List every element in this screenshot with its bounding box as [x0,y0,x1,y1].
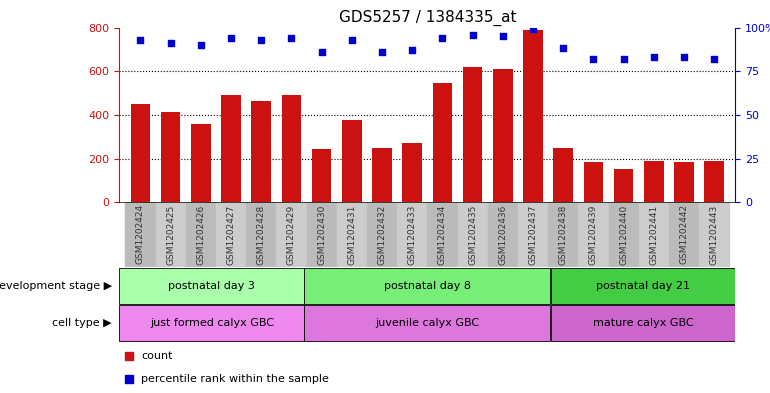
Bar [403,143,422,202]
Bar [608,202,639,267]
Text: development stage ▶: development stage ▶ [0,281,112,291]
Bar [161,112,180,202]
Bar [186,202,216,267]
Text: GSM1202432: GSM1202432 [377,204,387,264]
Text: GSM1202430: GSM1202430 [317,204,326,265]
Text: GSM1202429: GSM1202429 [287,204,296,264]
Point [286,35,298,41]
Bar [463,67,483,202]
Text: percentile rank within the sample: percentile rank within the sample [141,374,329,384]
Bar [372,148,392,202]
Point [346,37,358,43]
Bar [669,202,699,267]
Bar [699,202,729,267]
Point [648,54,660,61]
Bar [282,95,301,202]
Bar [493,69,513,202]
Text: just formed calyx GBC: just formed calyx GBC [149,318,274,328]
Bar [518,202,548,267]
Point [497,33,509,39]
Text: GSM1202442: GSM1202442 [679,204,688,264]
Point [255,37,267,43]
Bar [252,101,271,202]
Text: postnatal day 21: postnatal day 21 [596,281,690,291]
Point [195,42,207,48]
Point [122,376,135,382]
Text: postnatal day 3: postnatal day 3 [169,281,255,291]
Bar [584,162,603,202]
Bar [554,148,573,202]
Bar [304,305,550,341]
Point [134,37,146,43]
Title: GDS5257 / 1384335_at: GDS5257 / 1384335_at [339,10,516,26]
Text: GSM1202436: GSM1202436 [498,204,507,265]
Point [618,56,630,62]
Text: GSM1202424: GSM1202424 [136,204,145,264]
Point [467,31,479,38]
Text: juvenile calyx GBC: juvenile calyx GBC [375,318,480,328]
Text: mature calyx GBC: mature calyx GBC [593,318,693,328]
Bar [614,169,634,202]
Bar [397,202,427,267]
Text: GSM1202434: GSM1202434 [438,204,447,264]
Bar [126,202,156,267]
Bar [427,202,457,267]
Text: GSM1202431: GSM1202431 [347,204,357,265]
Bar [156,202,186,267]
Text: GSM1202441: GSM1202441 [649,204,658,264]
Point [316,49,328,55]
Bar [119,305,303,341]
Bar [304,268,550,304]
Bar [306,202,336,267]
Bar [675,162,694,202]
Text: GSM1202438: GSM1202438 [559,204,567,265]
Text: GSM1202427: GSM1202427 [226,204,236,264]
Text: GSM1202440: GSM1202440 [619,204,628,264]
Point [122,353,135,359]
Bar [639,202,669,267]
Bar [342,120,362,202]
Bar [644,161,664,202]
Bar [524,30,543,202]
Point [588,56,600,62]
Bar [433,83,452,202]
Bar [551,305,735,341]
Text: GSM1202437: GSM1202437 [528,204,537,265]
Point [225,35,237,41]
Text: GSM1202439: GSM1202439 [589,204,598,265]
Point [437,35,449,41]
Point [678,54,690,61]
Text: cell type ▶: cell type ▶ [52,318,112,328]
Bar [336,202,367,267]
Text: postnatal day 8: postnatal day 8 [384,281,470,291]
Bar [487,202,518,267]
Text: GSM1202426: GSM1202426 [196,204,206,264]
Text: GSM1202435: GSM1202435 [468,204,477,265]
Bar [551,268,735,304]
Bar [131,104,150,202]
Bar [548,202,578,267]
Bar [191,124,211,202]
Bar [578,202,608,267]
Bar [457,202,487,267]
Text: GSM1202428: GSM1202428 [256,204,266,264]
Bar [705,161,724,202]
Bar [216,202,246,267]
Text: GSM1202433: GSM1202433 [408,204,417,265]
Point [527,26,539,32]
Point [708,56,721,62]
Bar [246,202,276,267]
Point [165,40,177,46]
Bar [276,202,306,267]
Bar [221,95,241,202]
Text: GSM1202425: GSM1202425 [166,204,176,264]
Text: GSM1202443: GSM1202443 [710,204,718,264]
Text: count: count [141,351,172,361]
Bar [312,149,331,202]
Bar [367,202,397,267]
Point [557,45,569,51]
Point [376,49,388,55]
Point [406,47,418,53]
Bar [119,268,303,304]
